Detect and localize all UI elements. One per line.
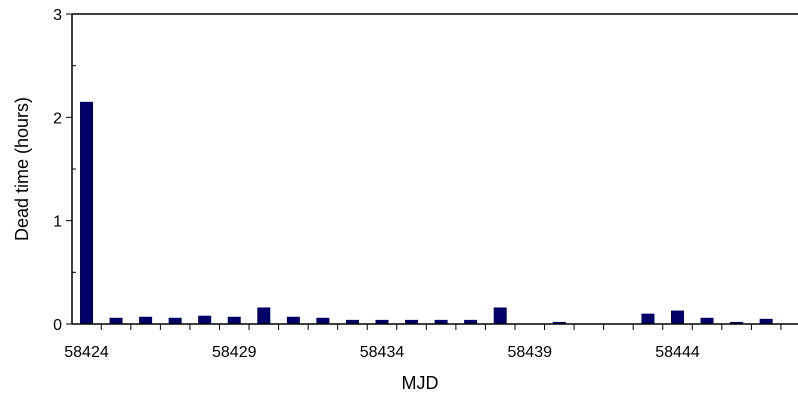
x-tick-label: 58439 (508, 344, 553, 361)
y-tick-label: 1 (53, 214, 62, 231)
y-tick-label: 2 (53, 110, 62, 127)
bar-58425 (109, 317, 123, 324)
x-tick-label: 58424 (64, 344, 109, 361)
bar-58429 (227, 316, 241, 324)
bar-58431 (286, 316, 300, 324)
bar-58440 (552, 321, 566, 324)
x-axis-title: MJD (402, 373, 439, 393)
x-tick-label: 58429 (212, 344, 257, 361)
bar-58426 (139, 316, 153, 324)
bars-group (80, 101, 773, 324)
plot-area (72, 14, 798, 324)
y-axis-title: Dead time (hours) (12, 97, 32, 241)
bar-58443 (641, 313, 655, 324)
bar-58427 (168, 317, 182, 324)
bar-58436 (434, 319, 448, 324)
bar-58445 (700, 317, 714, 324)
bar-58432 (316, 317, 330, 324)
y-tick-label: 3 (53, 7, 62, 24)
bar-58437 (464, 319, 478, 324)
bar-58444 (671, 310, 684, 324)
bar-58433 (345, 319, 359, 324)
bar-58430 (257, 307, 271, 324)
bar-58438 (493, 307, 507, 324)
bar-58434 (375, 319, 389, 324)
bar-58446 (730, 321, 744, 324)
x-tick-label: 58434 (360, 344, 405, 361)
ticks-group: 0 1 2 3 58424 58429 58434 58439 58444 (53, 7, 782, 361)
x-tick-label: 58444 (655, 344, 700, 361)
bar-58424 (80, 101, 93, 324)
y-tick-label: 0 (53, 317, 62, 334)
bar-58435 (405, 319, 419, 324)
bar-58447 (759, 318, 773, 324)
bar-58428 (198, 315, 212, 324)
